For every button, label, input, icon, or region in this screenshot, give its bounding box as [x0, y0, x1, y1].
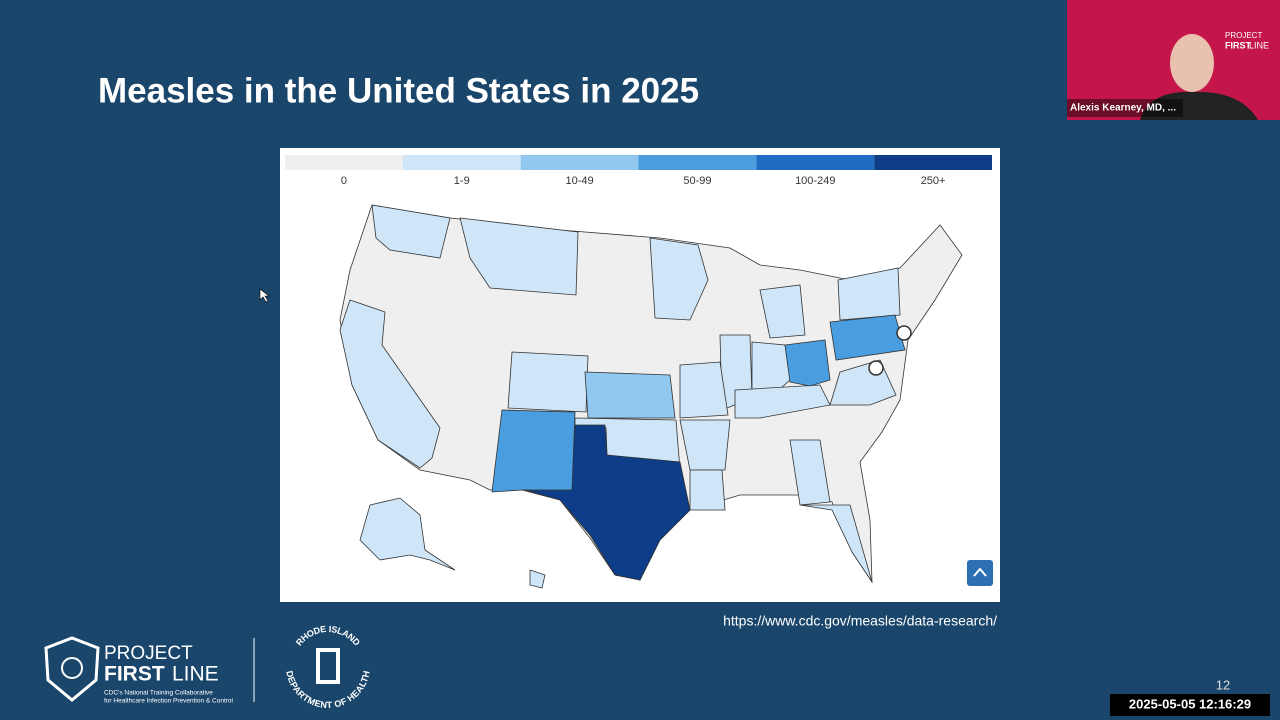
scroll-top-button[interactable]	[967, 560, 993, 586]
legend-label: 0	[341, 175, 347, 187]
timestamp: 2025-05-05 12:16:29	[1129, 696, 1251, 711]
state	[829, 314, 906, 361]
participant-name: Alexis Kearney, MD, ...	[1070, 103, 1176, 114]
legend-swatch	[285, 155, 403, 170]
ri-emblem	[316, 648, 340, 684]
state	[789, 439, 831, 506]
slide-number: 12	[1216, 677, 1230, 692]
participant-face	[1170, 34, 1214, 92]
small-state-marker	[868, 360, 884, 376]
legend-swatch	[520, 155, 639, 170]
participant-body	[1140, 91, 1258, 120]
state	[339, 299, 441, 469]
logo-tagline: for Healthcare Infection Prevention & Co…	[104, 698, 234, 705]
logo-first: FIRST	[104, 663, 165, 686]
mouse-cursor	[259, 288, 270, 303]
legend-label: 250+	[921, 175, 946, 187]
us-map	[339, 204, 963, 589]
shield-icon	[44, 636, 100, 702]
legend-label: 50-99	[683, 175, 711, 187]
state	[679, 361, 729, 419]
state	[584, 371, 676, 419]
legend-swatch	[402, 155, 521, 170]
legend-swatch	[756, 155, 875, 170]
name-tag	[1067, 99, 1183, 117]
state	[491, 409, 576, 493]
state	[507, 351, 589, 413]
legend: 0 1-9 10-49 50-99 100-249 250+	[285, 155, 992, 187]
logo-line: LINE	[172, 663, 219, 686]
hawaii	[529, 569, 546, 589]
video-logo-line: LINE	[1249, 40, 1269, 50]
video-logo-project: PROJECT	[1225, 31, 1262, 40]
state	[689, 469, 726, 511]
state	[679, 419, 731, 471]
alaska	[359, 497, 456, 571]
source-url: https://www.cdc.gov/measles/data-researc…	[723, 613, 997, 629]
logo-project: PROJECT	[104, 643, 193, 664]
timestamp-box	[1110, 694, 1270, 716]
legend-label: 10-49	[566, 175, 594, 187]
legend-label: 1-9	[454, 175, 470, 187]
legend-label: 100-249	[795, 175, 835, 187]
legend-swatch	[638, 155, 757, 170]
project-firstline-logo: PROJECT FIRST LINE CDC's National Traini…	[44, 636, 234, 705]
state	[784, 339, 831, 387]
video-thumbnail[interactable]: PROJECT FIRST LINE Alexis Kearney, MD, .…	[1067, 0, 1280, 120]
video-logo-first: FIRST	[1225, 40, 1252, 50]
state	[734, 384, 831, 419]
state	[649, 237, 709, 321]
state	[759, 284, 806, 339]
state	[371, 204, 451, 259]
slide-title: Measles in the United States in 2025	[98, 71, 699, 110]
state	[837, 267, 901, 321]
state	[799, 504, 873, 583]
shield-figure	[61, 657, 83, 679]
small-state-marker	[896, 325, 912, 341]
arrow-icon	[973, 567, 987, 577]
legend-swatch	[874, 155, 992, 170]
logo-tagline: CDC's National Training Collaborative	[104, 690, 213, 697]
state	[459, 217, 579, 296]
